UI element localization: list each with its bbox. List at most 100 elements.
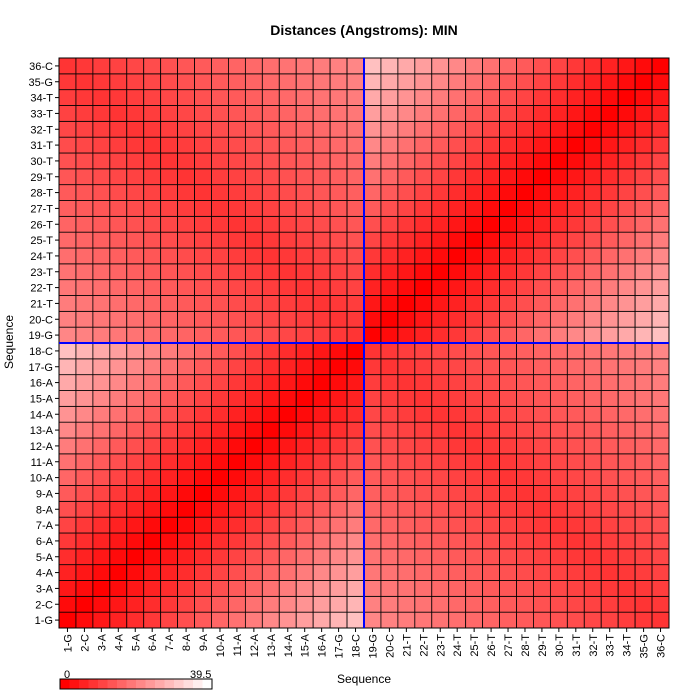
heatmap-cell <box>160 532 179 550</box>
heatmap-cell <box>228 564 246 581</box>
heatmap-cell <box>346 247 365 265</box>
heatmap-cell <box>380 73 399 91</box>
heatmap-cell <box>160 580 179 597</box>
x-tick-label: 29-T <box>537 634 549 657</box>
heatmap-cell <box>499 595 517 613</box>
heatmap-cell <box>380 120 399 138</box>
heatmap-cell <box>414 120 433 138</box>
heatmap-cell <box>448 184 467 201</box>
heatmap-cell <box>278 136 297 154</box>
heatmap-cell <box>312 374 331 391</box>
heatmap-cell <box>414 580 433 597</box>
heatmap-cell <box>58 184 77 201</box>
heatmap-cell <box>75 73 94 91</box>
heatmap-cell <box>177 500 195 518</box>
heatmap-cell <box>499 405 517 423</box>
y-tick-label: 1-G <box>35 615 53 627</box>
heatmap-cell <box>549 485 568 502</box>
heatmap-cell <box>617 595 636 613</box>
heatmap-cell <box>482 453 500 471</box>
heatmap-cell <box>448 405 467 423</box>
heatmap-cell <box>75 120 94 138</box>
heatmap-cell <box>329 485 348 502</box>
heatmap-cell <box>617 374 636 391</box>
heatmap-cell <box>143 326 162 344</box>
heatmap-cell <box>482 215 500 233</box>
heatmap-cell <box>261 200 280 217</box>
y-tick-label: 22-T <box>30 283 53 295</box>
heatmap-cell <box>194 421 212 439</box>
heatmap-cell <box>109 326 128 344</box>
heatmap-cell <box>295 548 314 566</box>
heatmap-cell <box>651 516 670 534</box>
heatmap-cell <box>211 437 229 455</box>
heatmap-cell <box>448 390 467 407</box>
heatmap-cell <box>583 279 602 296</box>
heatmap-cell <box>363 279 382 296</box>
heatmap-cell <box>380 485 399 502</box>
heatmap-cell <box>482 500 500 518</box>
heatmap-cell <box>397 326 416 344</box>
heatmap-cell <box>600 89 619 106</box>
heatmap-cell <box>194 295 212 312</box>
heatmap-cell <box>211 326 229 344</box>
heatmap-cell <box>295 247 314 265</box>
heatmap-cell <box>566 421 585 439</box>
heatmap-cell <box>75 437 94 455</box>
heatmap-cell <box>278 374 297 391</box>
heatmap-cell <box>329 89 348 106</box>
heatmap-cell <box>499 453 517 471</box>
heatmap-cell <box>211 120 229 138</box>
heatmap-cell <box>329 564 348 581</box>
heatmap-cell <box>549 152 568 170</box>
chart-title: Distances (Angstroms): MIN <box>270 22 457 38</box>
heatmap-cell <box>75 595 94 613</box>
heatmap-cell <box>380 421 399 439</box>
heatmap-cell <box>651 184 670 201</box>
heatmap-cell <box>651 326 670 344</box>
heatmap-cell <box>92 120 111 138</box>
heatmap-cell <box>346 580 365 597</box>
heatmap-cell <box>651 263 670 281</box>
heatmap-cell <box>617 453 636 471</box>
heatmap-cell <box>295 120 314 138</box>
heatmap-cell <box>533 405 551 423</box>
heatmap-cell <box>278 469 297 486</box>
heatmap-cell <box>126 310 145 328</box>
heatmap-cell <box>109 405 128 423</box>
heatmap-cell <box>431 152 450 170</box>
heatmap-cell <box>363 358 382 376</box>
heatmap-cell <box>143 595 162 613</box>
heatmap-cell <box>177 215 195 233</box>
heatmap-cell <box>583 421 602 439</box>
heatmap-cell <box>634 295 653 312</box>
heatmap-cell <box>448 295 467 312</box>
heatmap-cell <box>448 342 467 360</box>
heatmap-cell <box>143 532 162 550</box>
heatmap-cell <box>566 215 585 233</box>
heatmap-cell <box>363 437 382 455</box>
heatmap-cell <box>397 453 416 471</box>
heatmap-cell <box>651 231 670 249</box>
heatmap-cell <box>397 136 416 154</box>
heatmap-cell <box>346 485 365 502</box>
heatmap-cell <box>329 152 348 170</box>
heatmap-cell <box>228 310 246 328</box>
heatmap-cell <box>295 500 314 518</box>
heatmap-cell <box>431 73 450 91</box>
heatmap-cell <box>160 548 179 566</box>
heatmap-cell <box>160 469 179 486</box>
heatmap-cell <box>516 580 534 597</box>
heatmap-cell <box>92 279 111 296</box>
heatmap-cell <box>92 263 111 281</box>
heatmap-cell <box>228 469 246 486</box>
heatmap-cell <box>295 469 314 486</box>
heatmap-cell <box>312 595 331 613</box>
heatmap-cell <box>499 105 517 122</box>
heatmap-cell <box>92 105 111 122</box>
heatmap-cell <box>194 247 212 265</box>
heatmap-cell <box>58 326 77 344</box>
heatmap-cell <box>58 595 77 613</box>
heatmap-cell <box>194 310 212 328</box>
heatmap-cell <box>380 469 399 486</box>
